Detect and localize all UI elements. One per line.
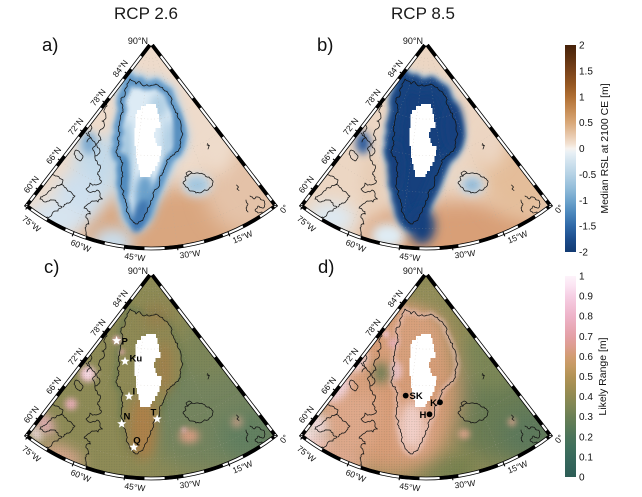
svg-text:45°W: 45°W <box>124 481 146 494</box>
svg-text:T: T <box>151 408 157 419</box>
svg-text:SK: SK <box>410 391 423 402</box>
svg-text:0.1: 0.1 <box>579 452 593 463</box>
svg-text:90°N: 90°N <box>128 266 148 276</box>
svg-text:d): d) <box>318 256 334 277</box>
svg-text:45°W: 45°W <box>399 251 421 264</box>
svg-text:0.9: 0.9 <box>579 292 593 303</box>
svg-text:90°N: 90°N <box>403 36 423 46</box>
svg-text:P: P <box>122 337 129 348</box>
svg-text:-0.5: -0.5 <box>579 170 597 181</box>
svg-text:90°N: 90°N <box>403 266 423 276</box>
svg-text:Ku: Ku <box>130 354 143 365</box>
svg-text:c): c) <box>44 256 59 277</box>
svg-text:90°N: 90°N <box>128 36 148 46</box>
svg-text:-1.5: -1.5 <box>579 222 597 233</box>
svg-text:30°W: 30°W <box>179 248 201 261</box>
svg-text:Likely Range [m]: Likely Range [m] <box>597 337 609 415</box>
svg-text:a): a) <box>42 34 58 55</box>
svg-text:-1: -1 <box>579 196 588 207</box>
svg-text:0: 0 <box>579 144 585 155</box>
svg-text:2: 2 <box>579 41 585 52</box>
svg-text:0.6: 0.6 <box>579 352 593 363</box>
svg-text:b): b) <box>317 34 333 55</box>
svg-text:30°W: 30°W <box>454 478 476 491</box>
svg-text:45°W: 45°W <box>399 481 421 494</box>
svg-text:1.5: 1.5 <box>579 66 593 77</box>
svg-text:RCP 2.6: RCP 2.6 <box>114 4 178 23</box>
svg-text:N: N <box>124 412 131 423</box>
svg-text:30°W: 30°W <box>179 478 201 491</box>
svg-text:Q: Q <box>133 436 140 447</box>
svg-text:0.7: 0.7 <box>579 332 593 343</box>
svg-text:0.4: 0.4 <box>579 392 593 403</box>
svg-text:1: 1 <box>579 92 585 103</box>
svg-text:30°W: 30°W <box>454 248 476 261</box>
svg-text:0: 0 <box>579 473 585 484</box>
svg-text:RCP 8.5: RCP 8.5 <box>391 4 455 23</box>
svg-text:0.8: 0.8 <box>579 312 593 323</box>
svg-text:0.3: 0.3 <box>579 412 593 423</box>
svg-text:I: I <box>133 387 136 398</box>
svg-text:0.2: 0.2 <box>579 432 593 443</box>
svg-text:Median RSL at 2100 CE [m]: Median RSL at 2100 CE [m] <box>599 83 611 213</box>
svg-text:0.5: 0.5 <box>579 372 593 383</box>
svg-text:K: K <box>430 398 437 409</box>
svg-text:-2: -2 <box>579 248 588 259</box>
svg-text:H: H <box>419 410 426 421</box>
svg-text:45°W: 45°W <box>124 251 146 264</box>
svg-text:1: 1 <box>579 272 585 283</box>
svg-text:0.5: 0.5 <box>579 118 593 129</box>
